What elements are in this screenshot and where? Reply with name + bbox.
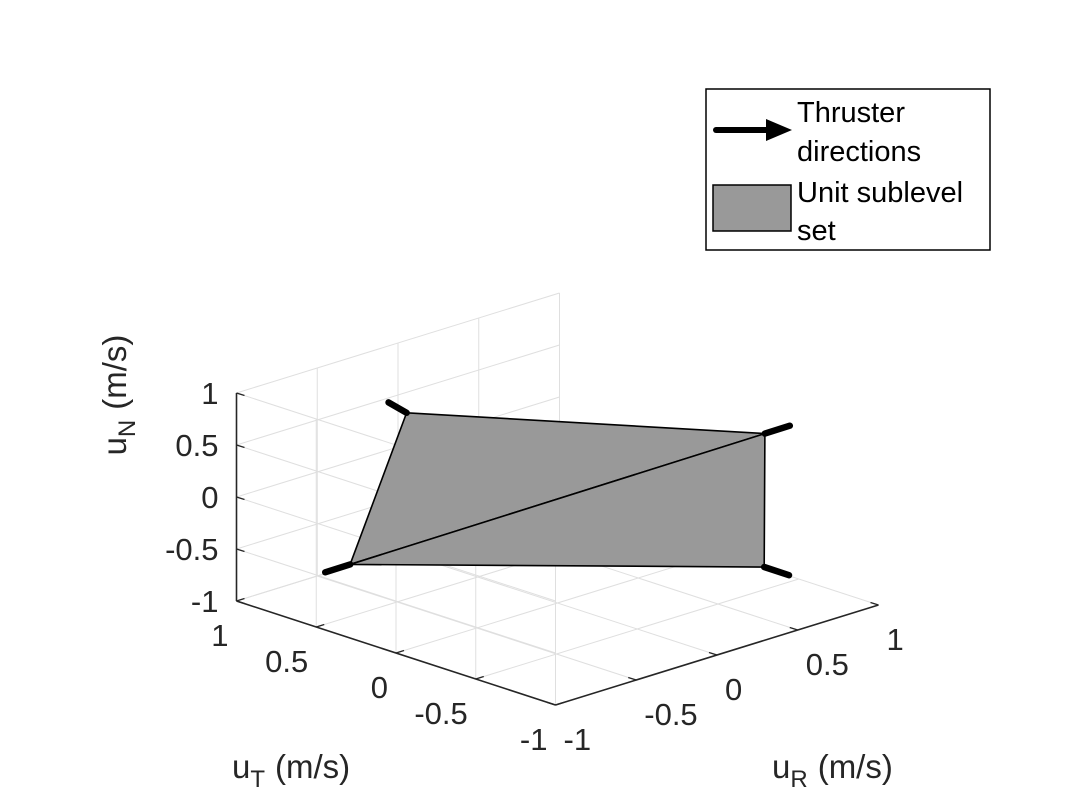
z-tick-label: 0.5 <box>175 428 218 463</box>
y-tick-label: -0.5 <box>414 696 467 731</box>
z-tick-label: 1 <box>201 376 218 411</box>
x-tick-mark <box>628 676 637 681</box>
thruster-arrow <box>385 399 410 417</box>
y-tick-mark <box>236 597 245 602</box>
x-tick-label: -1 <box>564 722 592 757</box>
axes <box>235 392 879 706</box>
x-axis-subscript: R <box>790 766 807 793</box>
z-axis-label: uN (m/s) <box>96 335 141 456</box>
x-tick-label: 0.5 <box>806 647 849 682</box>
y-tick-mark <box>395 649 405 654</box>
x-axis-unit: (m/s) <box>818 748 893 785</box>
legend-sublevel-line1: Unit sublevel <box>797 177 963 209</box>
x-tick-mark <box>708 651 718 656</box>
z-axis-symbol: u <box>96 437 133 455</box>
tick-labels: -1-0.500.51-1-0.500.51-1-0.500.51 <box>165 376 904 757</box>
x-tick-mark <box>547 701 556 706</box>
x-axis-symbol: u <box>772 748 790 785</box>
sublevel-set-surface <box>349 411 766 568</box>
legend-patch <box>712 184 792 232</box>
z-tick-mark <box>236 496 245 501</box>
y-tick-label: 0 <box>371 670 388 705</box>
y-tick-label: -1 <box>520 722 548 757</box>
y-tick-label: 0.5 <box>265 644 308 679</box>
x-tick-label: -0.5 <box>644 697 697 732</box>
legend-sublevel-line2: set <box>797 215 836 247</box>
y-tick-mark <box>475 675 484 680</box>
y-tick-mark <box>316 623 325 628</box>
y-tick-label: 1 <box>211 618 228 653</box>
grid-line <box>236 292 560 394</box>
legend: Thruster directions Unit sublevel set <box>705 88 991 251</box>
y-axis-symbol: u <box>232 748 250 785</box>
y-tick-mark <box>555 701 564 706</box>
thruster-arrow <box>761 422 794 437</box>
z-tick-mark <box>236 548 245 553</box>
z-tick-label: 0 <box>201 480 218 515</box>
y-axis-subscript: T <box>250 766 265 793</box>
grid-line <box>395 552 720 654</box>
legend-arrow-icon <box>713 119 792 141</box>
z-tick-mark <box>236 392 245 397</box>
z-tick-label: -0.5 <box>165 532 218 567</box>
z-axis-unit: (m/s) <box>96 335 133 410</box>
legend-thruster-line2: directions <box>797 136 921 168</box>
y-axis-unit: (m/s) <box>275 748 350 785</box>
surface-face <box>349 432 766 568</box>
z-tick-mark <box>236 444 245 449</box>
z-tick-mark <box>236 600 245 605</box>
x-tick-mark <box>789 626 798 631</box>
x-tick-mark <box>870 601 879 606</box>
y-axis-label: uT (m/s) <box>232 748 350 793</box>
z-axis-subscript: N <box>114 420 141 437</box>
x-tick-label: 0 <box>725 672 742 707</box>
grid-line <box>236 344 560 446</box>
thruster-directions <box>321 399 794 579</box>
thruster-arrow <box>321 561 354 576</box>
x-axis-label: uR (m/s) <box>772 748 893 793</box>
z-tick-label: -1 <box>191 584 219 619</box>
legend-thruster-line1: Thruster <box>797 97 905 129</box>
x-tick-label: 1 <box>887 622 904 657</box>
thruster-arrow <box>760 563 793 579</box>
